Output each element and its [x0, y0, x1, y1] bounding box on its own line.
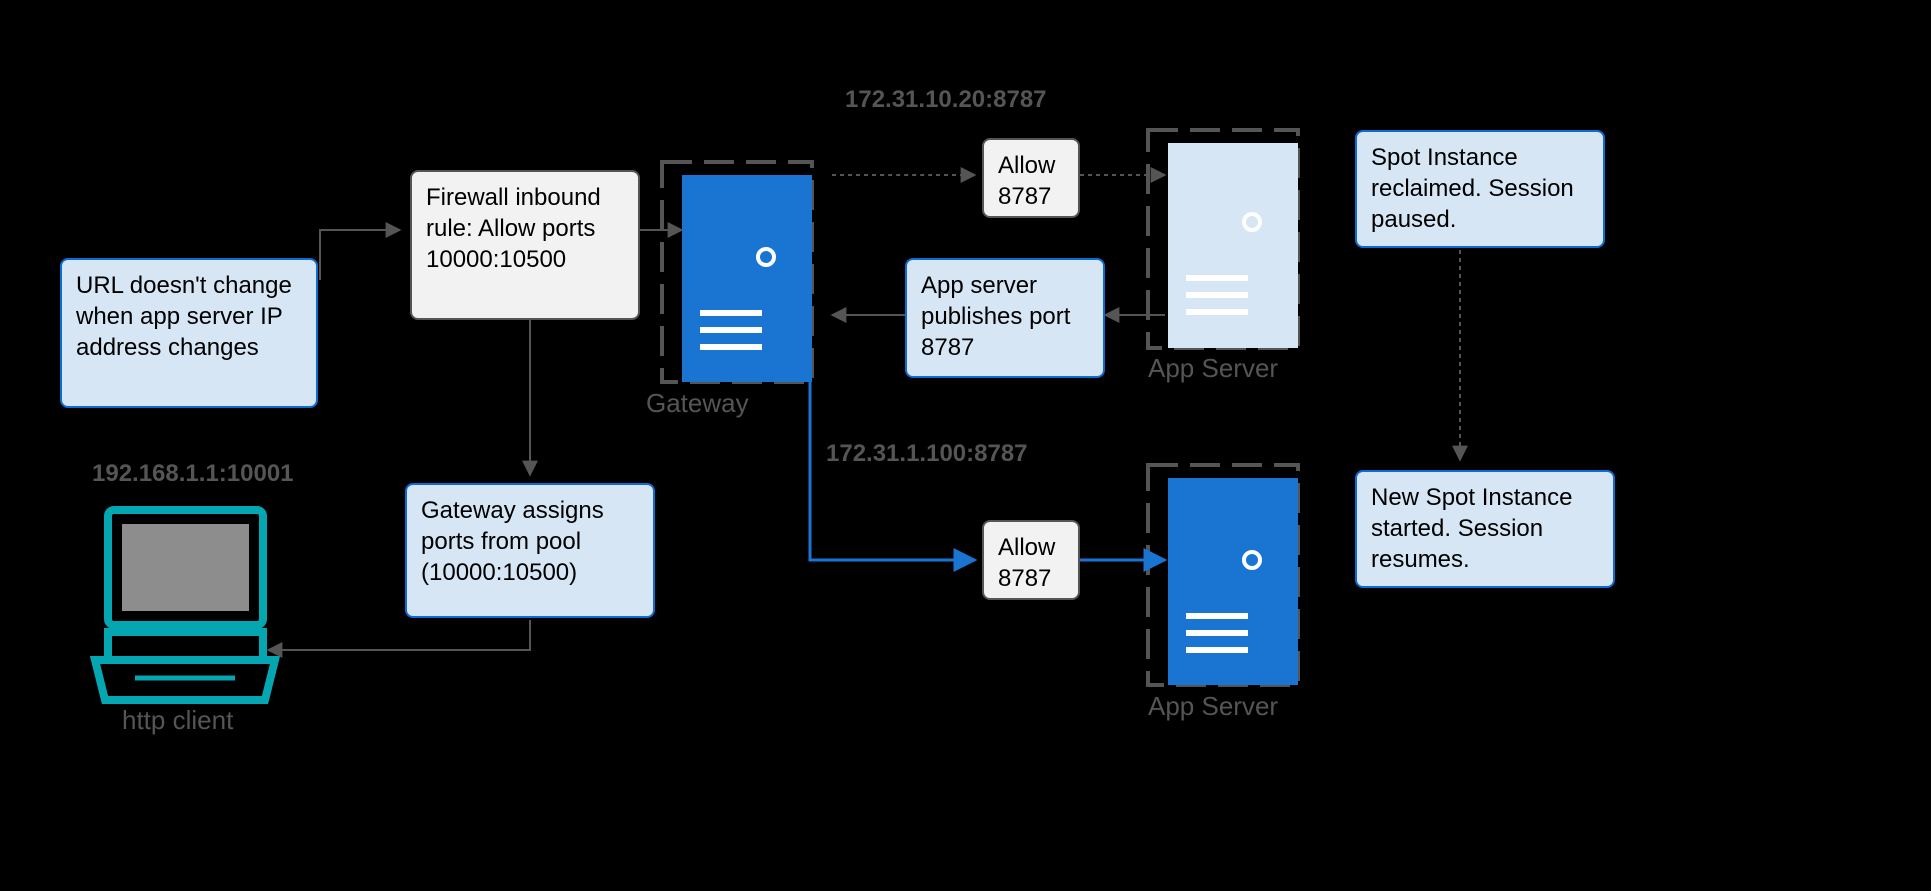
- allow-top-box: Allow 8787: [982, 138, 1080, 218]
- appserver-top-icon: [1148, 130, 1298, 348]
- spot-new-box: New Spot Instance started. Session resum…: [1355, 470, 1615, 588]
- gateway-server-icon: [662, 162, 812, 382]
- allow-bottom-box: Allow 8787: [982, 520, 1080, 600]
- gateway-label: Gateway: [646, 388, 749, 419]
- diagram-canvas: URL doesn't change when app server IP ad…: [0, 0, 1931, 891]
- url-note-box: URL doesn't change when app server IP ad…: [60, 258, 318, 408]
- appserver-top-label: App Server: [1148, 353, 1278, 384]
- laptop-icon: [95, 510, 275, 700]
- app-publishes-box: App server publishes port 8787: [905, 258, 1105, 378]
- client-ip-label: 192.168.1.1:10001: [92, 460, 294, 488]
- appserver-bottom-icon: [1148, 465, 1298, 685]
- http-client-label: http client: [122, 705, 233, 736]
- appserver-bottom-label: App Server: [1148, 691, 1278, 722]
- spot-reclaimed-box: Spot Instance reclaimed. Session paused.: [1355, 130, 1605, 248]
- top-ip-label: 172.31.10.20:8787: [845, 86, 1047, 114]
- firewall-rule-box: Firewall inbound rule: Allow ports 10000…: [410, 170, 640, 320]
- bottom-ip-label: 172.31.1.100:8787: [826, 440, 1028, 468]
- gateway-assigns-box: Gateway assigns ports from pool (10000:1…: [405, 483, 655, 618]
